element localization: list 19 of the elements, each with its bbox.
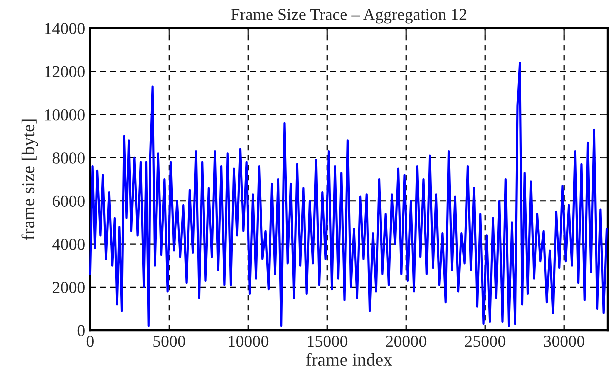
y-tick-label: 4000 [52,238,85,250]
y-tick-label: 14000 [45,23,85,34]
y-tick-label: 0 [78,325,85,337]
line-series [89,62,608,328]
x-tick-label: 5000 [154,336,186,348]
y-tick-label: 12000 [45,66,85,78]
chart-title: Frame Size Trace – Aggregation 12 [231,9,467,24]
y-tick-label: 6000 [52,196,85,208]
x-tick-label: 30000 [544,336,585,348]
y-tick-label: 10000 [45,110,85,121]
x-tick-label: 25000 [465,336,506,348]
x-axis-title: frame index [306,353,392,366]
x-tick-label: 20000 [386,336,427,348]
x-tick-label: 10000 [229,336,269,348]
y-axis-title: frame size [byte] [22,120,38,240]
y-tick-label: 2000 [52,282,85,294]
x-tick-label: 0 [86,336,94,348]
y-tick-label: 8000 [52,152,85,164]
x-tick-label: 15000 [308,336,348,348]
